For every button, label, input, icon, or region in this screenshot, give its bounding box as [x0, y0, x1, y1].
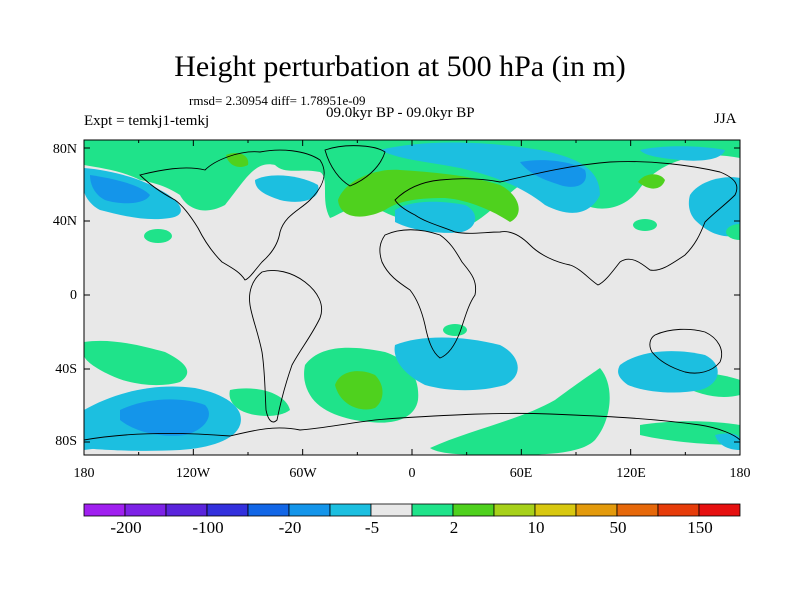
contour-positive-south-pacific — [84, 340, 188, 386]
colorbar-label-2: 2 — [449, 518, 459, 537]
contour-positive-southern-ocean — [430, 368, 610, 455]
contour-negative-mediterranean — [395, 201, 476, 233]
colorbar-box — [616, 503, 659, 517]
colorbar-box — [657, 503, 700, 517]
rmsd-stats: rmsd= 2.30954 diff= 1.78951e-09 — [189, 93, 366, 108]
coast-antarctica — [84, 412, 740, 441]
colorbar-box — [575, 503, 618, 517]
colorbar-box — [165, 503, 208, 517]
lon-label-120w: 120W — [175, 466, 211, 481]
coast-eurasia — [394, 161, 738, 286]
colorbar-label-minus100: -100 — [192, 518, 224, 537]
contour-negative-australia — [618, 351, 718, 393]
contour-positive-atlantic-spot — [443, 324, 467, 336]
lat-label-40s: 40S — [55, 362, 77, 377]
contour-negative-south-africa — [394, 337, 518, 391]
map-title: Height perturbation at 500 hPa (in m) — [174, 50, 626, 83]
lon-label-180w: 180 — [73, 466, 95, 481]
colorbar-label-10: 10 — [527, 518, 545, 537]
colorbar-label-50: 50 — [609, 518, 627, 537]
colorbar-box — [534, 503, 577, 517]
colorbar-box — [83, 503, 126, 517]
lat-label-80n: 80N — [52, 142, 77, 157]
contour-negative-north-pole — [640, 146, 725, 161]
lat-label-40n: 40N — [52, 214, 77, 229]
colorbar-box — [124, 503, 167, 517]
contour-negative-north-atlantic — [380, 142, 600, 213]
coast-north-america — [139, 149, 325, 281]
colorbar-label-minus200: -200 — [110, 518, 142, 537]
contour-negative-antarctic-west — [84, 437, 102, 450]
colorbar-box — [698, 503, 741, 517]
coast-greenland — [324, 145, 386, 187]
colorbar-label-minus5: -5 — [364, 518, 380, 537]
colorbar-box — [370, 503, 413, 517]
colorbar — [83, 503, 741, 517]
contour-positive-pacific-north — [226, 153, 249, 167]
lon-label-0: 0 — [408, 466, 416, 481]
coast-africa — [379, 229, 477, 359]
lat-label-0: 0 — [70, 288, 77, 303]
contour-negative-antarctic-east — [715, 433, 740, 450]
colorbar-box — [247, 503, 290, 517]
colorbar-box — [493, 503, 536, 517]
coast-australia — [649, 328, 723, 374]
map-ticks — [83, 140, 741, 455]
contour-negative-north-pacific-core — [90, 175, 150, 204]
colorbar-box — [288, 503, 331, 517]
contour-positive-drake — [229, 388, 290, 416]
coastlines — [84, 145, 740, 441]
colorbar-box — [411, 503, 454, 517]
colorbar-label-150: 150 — [687, 518, 713, 537]
lon-label-60w: 60W — [289, 466, 317, 481]
experiment-label: Expt = temkj1-temkj — [84, 113, 210, 129]
map-field — [84, 140, 740, 455]
colorbar-box — [329, 503, 372, 517]
lon-label-120e: 120E — [616, 466, 646, 481]
contour-positive-central-asia-spot — [633, 219, 657, 231]
contour-negative-north-canada — [255, 175, 319, 202]
season-label: JJA — [714, 111, 737, 127]
colorbar-box — [206, 503, 249, 517]
lon-label-180e: 180 — [729, 466, 751, 481]
contour-positive-pacific-spot — [144, 229, 172, 243]
contour-positive-europe — [338, 169, 519, 222]
lat-label-80s: 80S — [55, 434, 77, 449]
colorbar-box — [452, 503, 495, 517]
coast-south-america — [249, 270, 323, 423]
contour-positive-east-pacific-spot — [726, 224, 740, 240]
contour-negative-east-asia — [688, 177, 740, 237]
contour-positive-antarctic-east — [640, 421, 740, 445]
contour-positive-asia — [638, 174, 665, 189]
period-label: 09.0kyr BP - 09.0kyr BP — [326, 105, 475, 121]
contour-negative-south-pacific-core — [120, 399, 209, 436]
contour-positive-south-atlantic-core — [335, 371, 383, 410]
colorbar-label-minus20: -20 — [278, 518, 302, 537]
lon-label-60e: 60E — [509, 466, 533, 481]
